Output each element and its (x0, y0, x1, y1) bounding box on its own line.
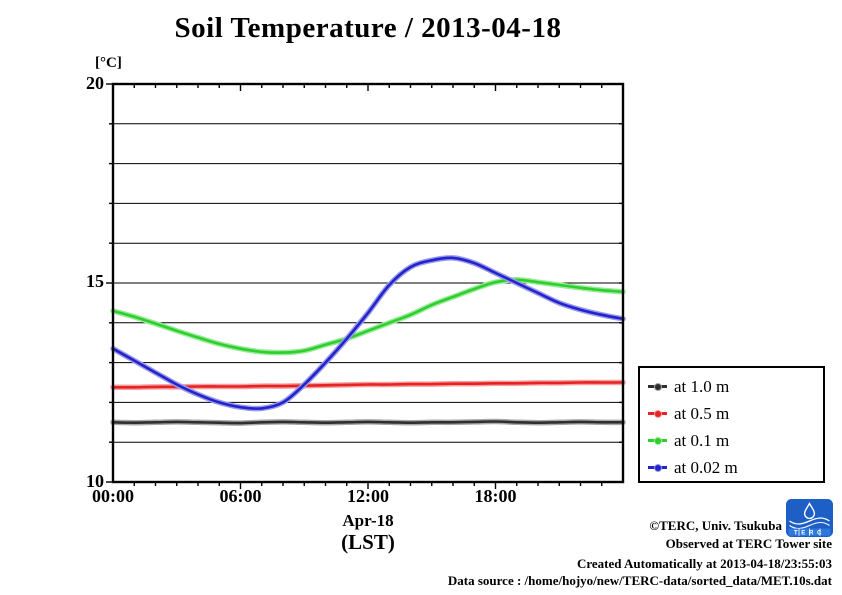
gridlines (113, 123, 623, 443)
terc-logo-text: TERC (794, 530, 825, 537)
x-axis-date-label: Apr-18 (342, 511, 394, 530)
y-tick-label-15: 15 (86, 271, 104, 291)
legend-marker-0.5m (648, 410, 667, 417)
legend-marker-0.02m (648, 464, 667, 471)
x-tick-label-0000: 00:00 (92, 486, 134, 506)
series-line-at-0.02-m (110, 255, 626, 412)
series-line-at-1.0-m (110, 418, 626, 426)
x-tick-label-1200: 12:00 (347, 486, 389, 506)
x-tick-label-0600: 06:00 (219, 486, 262, 506)
legend-item: at 0.1 m (640, 427, 823, 454)
legend-marker-1.0m (648, 383, 667, 390)
water-drop-icon (803, 502, 816, 520)
legend-marker-0.1m (648, 437, 667, 444)
x-axis-timezone-label: (LST) (341, 530, 395, 554)
terc-logo: TERC (786, 499, 833, 537)
legend-item: at 0.5 m (640, 400, 823, 427)
legend-item: at 1.0 m (640, 373, 823, 400)
y-tick-label-10: 10 (86, 471, 104, 491)
y-tick-label-20: 20 (86, 73, 104, 93)
legend-label: at 1.0 m (674, 376, 730, 396)
copyright-line: ©TERC, Univ. Tsukuba (649, 518, 782, 533)
axis-ticks (106, 83, 623, 489)
legend-item: at 0.02 m (640, 454, 823, 481)
series-line-at-0.5-m (110, 379, 626, 391)
legend-label: at 0.5 m (674, 403, 730, 423)
data-source-line: Data source : /home/hojyo/new/TERC-data/… (447, 573, 832, 588)
plot-border (111, 82, 625, 484)
series-line-at-0.1-m (110, 277, 626, 356)
y-axis-unit-label: [°C] (95, 55, 122, 71)
x-tick-label-1800: 18:00 (474, 486, 517, 506)
legend: at 1.0 m at 0.5 m at 0.1 m at 0.02 m (638, 366, 825, 483)
created-timestamp-line: Created Automatically at 2013-04-18/23:5… (576, 556, 832, 571)
chart-title: Soil Temperature / 2013-04-18 (174, 12, 562, 44)
legend-label: at 0.02 m (674, 457, 738, 477)
legend-label: at 0.1 m (674, 430, 730, 450)
observed-site-line: Observed at TERC Tower site (665, 536, 832, 551)
